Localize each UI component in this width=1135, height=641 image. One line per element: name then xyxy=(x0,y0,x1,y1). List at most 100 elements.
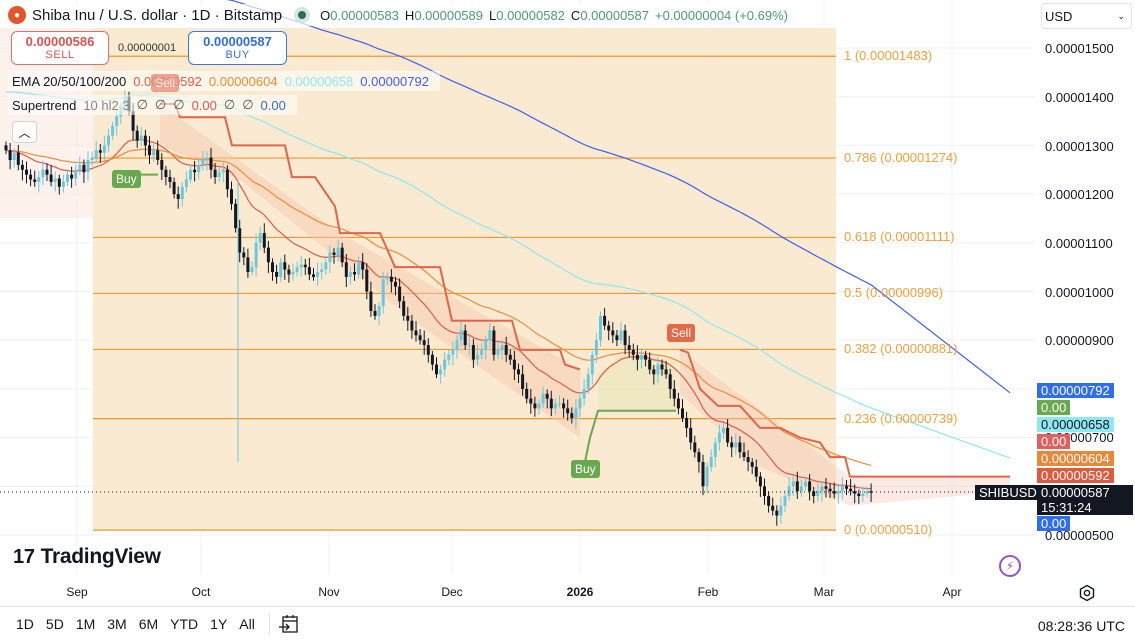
range-all-button[interactable]: All xyxy=(239,616,255,632)
toolbar-divider xyxy=(268,613,270,635)
supertrend-legend[interactable]: Supertrend 10 hl2 3 ∅ ∅ ∅ 0.00 ∅ ∅ 0.00 xyxy=(8,95,297,115)
go-to-date-icon[interactable] xyxy=(278,614,300,634)
ema200-price-tag: 0.00000792 xyxy=(1037,383,1114,398)
supertrend-na-4: ∅ xyxy=(223,97,236,112)
buy-signal-label-2: Buy xyxy=(571,460,600,478)
ema100-price-tag: 0.00000658 xyxy=(1037,417,1114,432)
buy-price: 0.00000587 xyxy=(203,33,272,49)
symbol-legend: ● Shiba Inu / U.S. dollar · 1D · Bitstam… xyxy=(8,4,794,26)
supertrend-params: 10 hl2 3 xyxy=(83,97,130,113)
time-axis-label: 2026 xyxy=(566,585,594,599)
shiba-coin-icon: ● xyxy=(8,6,26,24)
range-1y-button[interactable]: 1Y xyxy=(210,616,228,632)
price-axis-label: 0.00000900 xyxy=(1045,333,1114,348)
candles xyxy=(4,88,873,526)
supertrend-na-2: ∅ xyxy=(154,97,167,112)
bar-countdown: 15:31:24 xyxy=(1041,500,1092,515)
price-axis-label: 0.00001100 xyxy=(1045,236,1113,251)
open-label: O xyxy=(320,7,331,23)
price-axis-label: 0.00001200 xyxy=(1045,187,1114,202)
time-axis-label: Sep xyxy=(66,585,88,599)
supertrend-name: Supertrend xyxy=(12,97,77,113)
chevron-up-icon: ︿ xyxy=(18,125,31,140)
logo-text: TradingView xyxy=(40,545,161,568)
time-axis-label: Dec xyxy=(441,585,463,599)
fib-level-label: 0.618 (0.00001111) xyxy=(844,229,955,245)
ema50-price-tag: 0.00000604 xyxy=(1037,451,1114,466)
high-label: H xyxy=(404,7,415,23)
fib-level-label: 0.236 (0.00000739) xyxy=(844,410,958,426)
open-value: 0.00000583 xyxy=(330,7,399,23)
low-value: 0.00000582 xyxy=(496,7,565,23)
sell-price: 0.00000586 xyxy=(25,33,95,49)
supertrend-down-value: 0.00 xyxy=(191,97,217,113)
supertrend-extra-price-tag: 0.00 xyxy=(1037,516,1071,531)
symbol-title[interactable]: Shiba Inu / U.S. dollar · 1D · Bitstamp xyxy=(32,6,283,24)
collapse-legend-button[interactable]: ︿ xyxy=(12,121,37,143)
chevron-down-icon: ⌄ xyxy=(1117,10,1125,21)
price-axis-label: 0.00001300 xyxy=(1045,139,1114,154)
price-axis-label: 0.00001400 xyxy=(1045,90,1114,105)
bottom-toolbar: 1D 5D 1M 3M 6M YTD 1Y All xyxy=(0,606,1135,641)
supertrend-up-price-tag: 0.00 xyxy=(1037,400,1071,415)
tradingview-mark-icon: 17 xyxy=(13,545,35,568)
spread-value: 0.00000001 xyxy=(118,42,177,54)
fib-levels xyxy=(93,55,836,531)
fib-level-label: 0.786 (0.00001274) xyxy=(844,150,958,166)
sell-signal-label: Sell xyxy=(151,74,180,92)
supertrend-na-1: ∅ xyxy=(136,97,148,112)
buy-button[interactable]: 0.00000587 BUY xyxy=(188,31,287,65)
range-1m-button[interactable]: 1M xyxy=(75,616,96,632)
ema-name: EMA 20/50/100/200 xyxy=(12,73,127,89)
range-ytd-button[interactable]: YTD xyxy=(170,616,199,632)
time-axis-label: Feb xyxy=(697,585,719,599)
high-value: 0.00000589 xyxy=(414,7,483,23)
last-price-value: 0.00000587 xyxy=(1041,485,1110,500)
range-6m-button[interactable]: 6M xyxy=(138,616,159,632)
lightning-icon[interactable]: ⚡ xyxy=(999,555,1021,577)
ema200-value: 0.00000792 xyxy=(360,73,429,89)
fib-level-label: 1 (0.00001483) xyxy=(844,48,933,64)
close-value: 0.00000587 xyxy=(580,7,649,23)
change-value: +0.00000004 (+0.69%) xyxy=(655,7,788,23)
fib-level-label: 0.382 (0.00000881) xyxy=(844,341,958,357)
currency-value: USD xyxy=(1045,8,1073,24)
buy-label: BUY xyxy=(225,49,250,62)
sell-label: SELL xyxy=(45,49,75,62)
utc-clock[interactable]: 08:28:36 UTC xyxy=(1037,618,1125,634)
close-label: C xyxy=(570,7,581,23)
price-axis-label: 0.00000500 xyxy=(1045,528,1114,543)
ema100-value: 0.00000658 xyxy=(284,73,354,89)
symbol-tag: SHIBUSD xyxy=(975,485,1041,500)
currency-select[interactable]: USD ⌄ xyxy=(1041,3,1132,29)
range-3m-button[interactable]: 3M xyxy=(107,616,127,632)
buy-signal-label: Buy xyxy=(112,170,141,188)
fib-level-label: 0.5 (0.00000996) xyxy=(844,285,944,301)
supertrend-na-3: ∅ xyxy=(173,97,185,112)
ema50-value: 0.00000604 xyxy=(208,73,278,89)
sell-button[interactable]: 0.00000586 SELL xyxy=(11,31,109,65)
time-axis-label: Apr xyxy=(942,585,962,599)
supertrend-up-value: 0.00 xyxy=(260,97,286,113)
low-label: L xyxy=(489,7,497,23)
range-1d-button[interactable]: 1D xyxy=(16,616,34,632)
settings-icon[interactable] xyxy=(1078,584,1096,602)
last-price-tag: 0.00000587 15:31:24 xyxy=(1037,485,1133,515)
fib-level-label: 0 (0.00000510) xyxy=(844,522,933,538)
supertrend-lines xyxy=(125,103,1010,478)
price-axis-label: 0.00001000 xyxy=(1045,285,1114,300)
time-axis-label: Nov xyxy=(318,585,340,599)
ema20-price-tag: 0.00000592 xyxy=(1037,468,1114,483)
time-axis-label: Oct xyxy=(191,585,211,599)
supertrend-down-price-tag: 0.00 xyxy=(1037,434,1071,449)
market-status-icon xyxy=(294,7,311,23)
ema-legend[interactable]: EMA 20/50/100/200 0.00000592 0.00000604 … xyxy=(8,71,440,91)
sell-signal-label-2: Sell xyxy=(667,324,696,342)
supertrend-na-5: ∅ xyxy=(242,97,254,112)
range-5d-button[interactable]: 5D xyxy=(45,616,64,632)
price-axis-label: 0.00001500 xyxy=(1045,41,1114,56)
tradingview-logo[interactable]: 17 TradingView xyxy=(13,545,161,569)
time-axis-label: Mar xyxy=(813,585,835,599)
